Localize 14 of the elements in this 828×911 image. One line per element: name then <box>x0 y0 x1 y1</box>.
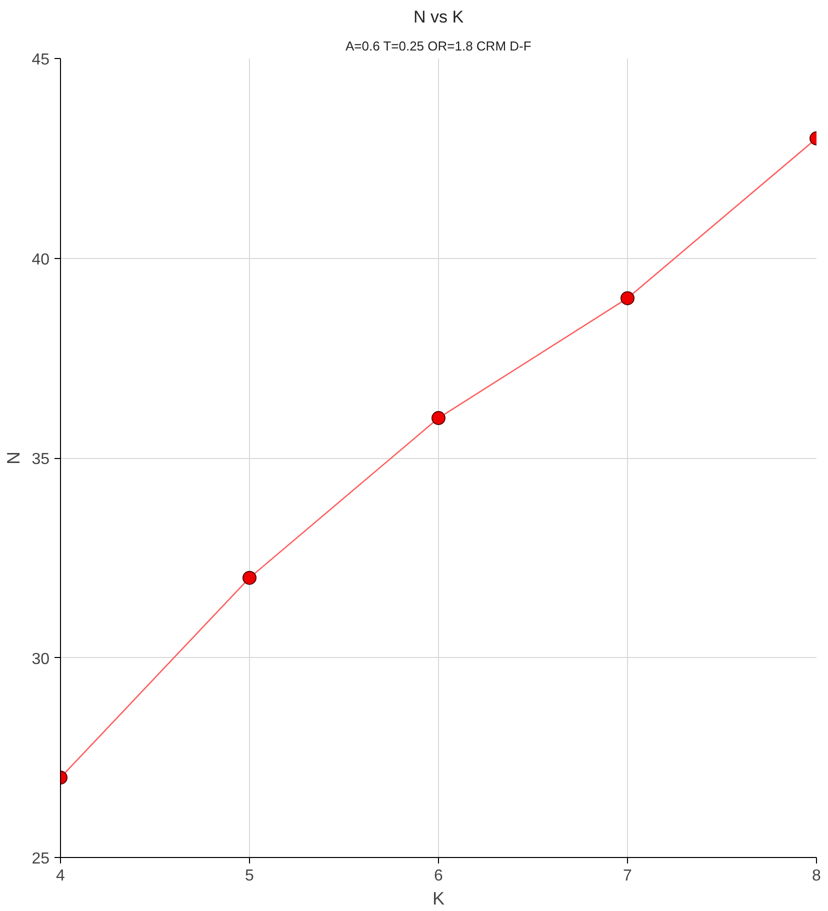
y-tick-label: 30 <box>32 650 50 668</box>
y-tick-label: 35 <box>32 451 50 468</box>
x-tick-label: 6 <box>434 868 444 884</box>
x-tick-label: 7 <box>623 868 632 884</box>
chart-subtitle: A=0.6 T=0.25 OR=1.8 CRM D-F <box>345 38 532 54</box>
chart-title: N vs K <box>413 8 464 26</box>
x-tick-label: 4 <box>56 868 66 884</box>
x-axis-title: K <box>432 888 445 908</box>
y-tick-label: 45 <box>32 52 50 68</box>
y-axis-title: N <box>4 452 24 464</box>
y-tick-label: 25 <box>32 850 50 868</box>
x-tick-label: 8 <box>812 868 822 884</box>
x-tick-label: 5 <box>245 868 254 884</box>
y-tick-label: 40 <box>32 251 50 268</box>
